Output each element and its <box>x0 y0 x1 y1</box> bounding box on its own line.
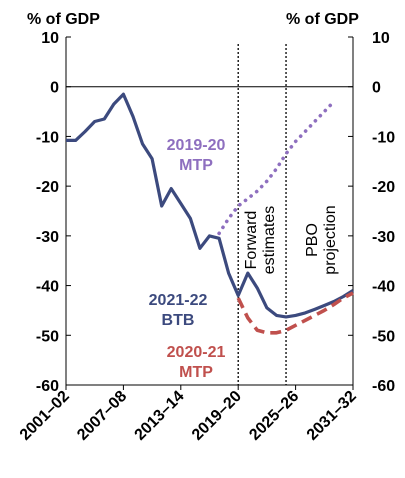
forward-estimates-annotation: Forwardestimates <box>243 206 278 274</box>
series-line-2020-21-mtp <box>236 291 354 335</box>
x-tick-label: 2007–08 <box>74 388 130 444</box>
series-label: BTB <box>162 312 195 329</box>
y-tick-label-right: -50 <box>372 328 395 345</box>
y-tick-label-right: -40 <box>372 279 395 296</box>
series-label: MTP <box>179 157 213 174</box>
pbo-projection-annotation: PBOprojection <box>304 205 339 274</box>
y-tick-label-right: -60 <box>372 378 395 395</box>
y-unit-label-right: % of GDP <box>286 11 359 28</box>
x-tick-label: 2001–02 <box>17 388 73 444</box>
series-label: 2019-20 <box>167 137 226 154</box>
series-label: 2021-22 <box>149 292 208 309</box>
y-tick-label-right: 0 <box>372 80 381 97</box>
y-tick-label-right: -20 <box>372 179 395 196</box>
series-line-2021-22-btb <box>66 92 354 319</box>
series-label: MTP <box>179 364 213 381</box>
y-tick-label-left: -50 <box>36 328 59 345</box>
y-tick-label-right: 10 <box>372 30 390 47</box>
y-tick-label-left: -60 <box>36 378 59 395</box>
series-label: 2020-21 <box>167 344 226 361</box>
x-tick-label: 2025–26 <box>246 388 302 444</box>
y-tick-label-left: -10 <box>36 129 59 146</box>
y-tick-label-right: -10 <box>372 129 395 146</box>
y-tick-label-left: -30 <box>36 229 59 246</box>
series-line-2019-20-mtp <box>217 99 336 236</box>
x-tick-label: 2013–14 <box>132 388 188 444</box>
y-tick-label-right: -30 <box>372 229 395 246</box>
y-tick-label-left: 0 <box>50 80 59 97</box>
y-unit-label-left: % of GDP <box>27 11 100 28</box>
x-tick-label: 2019–20 <box>189 388 245 444</box>
x-tick-label: 2031–32 <box>304 388 360 444</box>
y-tick-label-left: 10 <box>41 30 59 47</box>
y-tick-label-left: -20 <box>36 179 59 196</box>
y-tick-label-left: -40 <box>36 279 59 296</box>
